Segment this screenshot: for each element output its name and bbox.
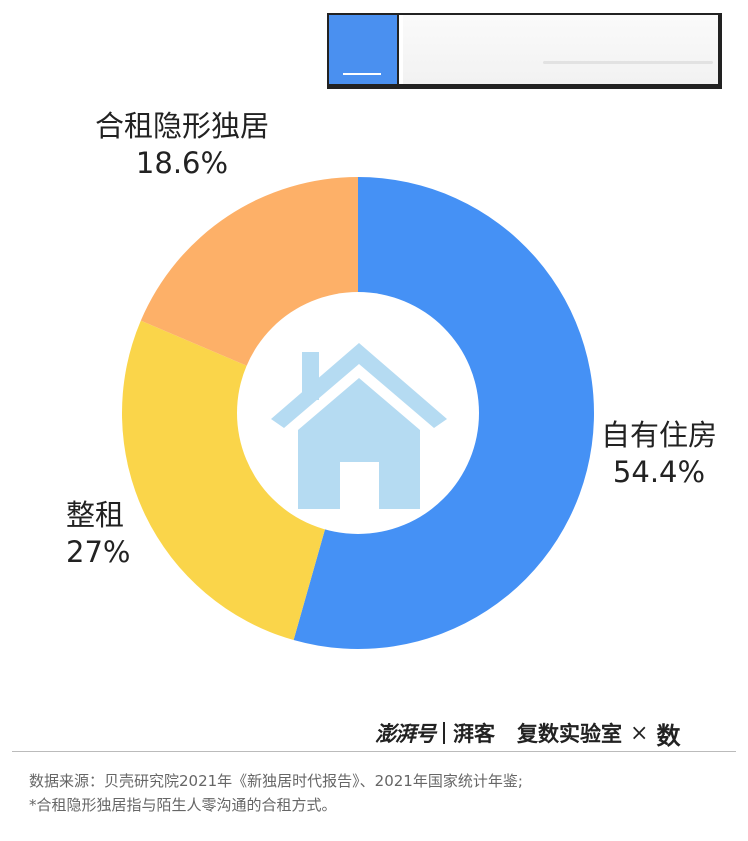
footer-divider <box>12 751 736 752</box>
logo-divider <box>443 722 445 744</box>
title-dash <box>343 73 381 75</box>
slice-name-shared-rent: 合租隐形独居 <box>94 109 269 143</box>
slice-name-whole-rent: 整租 <box>66 498 125 532</box>
donut-chart <box>121 177 595 650</box>
slice-percent-owned-home: 54.4% <box>612 455 706 489</box>
house-icon <box>271 343 447 509</box>
footnotes: 数据来源：贝壳研究院2021年《新独居时代报告》、2021年国家统计年鉴; *合… <box>29 769 523 817</box>
slice-percent-shared-rent: 18.6% <box>135 146 229 180</box>
house-chimney <box>302 352 319 400</box>
slice-label-owned-home: 自有住房 54.4% <box>594 417 724 491</box>
shu-logo: 数 <box>656 720 681 750</box>
slice-label-shared-rent: 合租隐形独居 18.6% <box>88 108 276 182</box>
fushu-lab-logo: 复数实验室 <box>517 721 622 746</box>
title-streak <box>543 61 713 64</box>
definition-note: *合租隐形独居指与陌生人零沟通的合租方式。 <box>29 796 337 814</box>
slice-label-whole-rent: 整租 27% <box>66 497 130 571</box>
source-note: 数据来源：贝壳研究院2021年《新独居时代报告》、2021年国家统计年鉴; <box>29 772 523 790</box>
slice-percent-whole-rent: 27% <box>66 535 131 569</box>
title-accent-block <box>329 15 399 84</box>
logo-separator: × <box>630 720 649 746</box>
paike-logo: 湃客 <box>453 721 495 746</box>
title-blurred-text <box>403 15 718 84</box>
thepaper-logo: 澎湃号 <box>375 721 436 746</box>
brand-logos: 澎湃号 湃客 复数实验室 × 数 <box>375 716 680 750</box>
title-banner <box>327 13 722 89</box>
house-body <box>298 378 420 509</box>
house-roof <box>271 343 447 428</box>
slice-name-owned-home: 自有住房 <box>600 418 717 452</box>
